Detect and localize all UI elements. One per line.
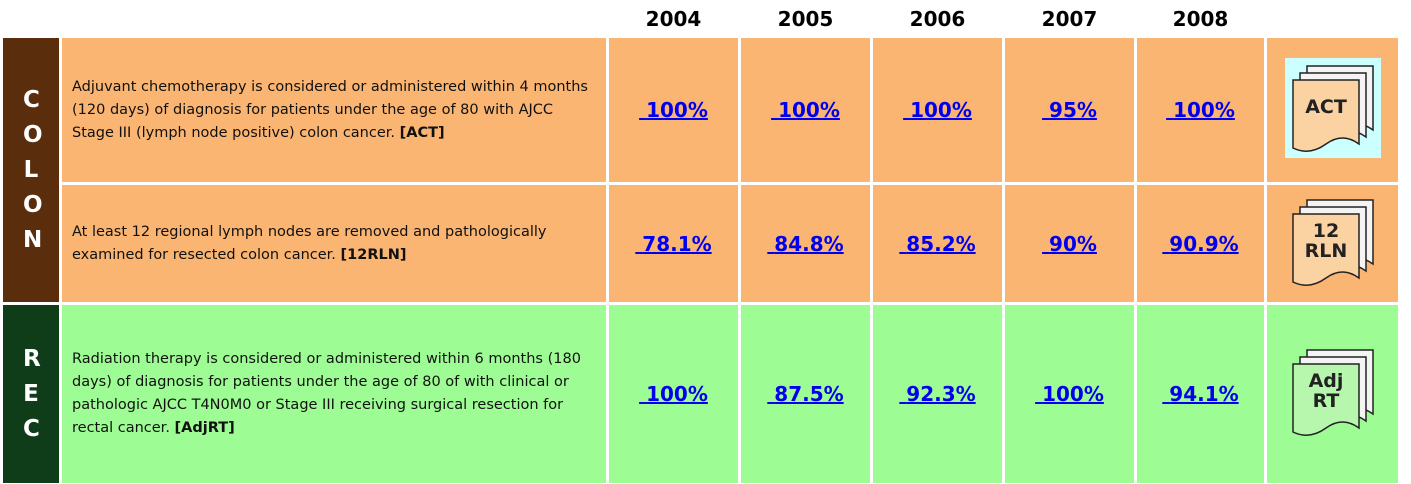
value-link[interactable]: 85.2% [899, 232, 975, 256]
description-line: Radiation therapy is considered or admin… [72, 351, 422, 367]
value-link[interactable]: 94.1% [1162, 382, 1238, 406]
year-header: 2004 [645, 7, 702, 31]
value-text: 92.3% [906, 382, 976, 406]
measure-row: REC Radiation therapy is considered or ad… [3, 305, 1398, 483]
group-label-cell: REC [3, 305, 59, 483]
value-cell: 100% [1005, 305, 1134, 483]
value-link[interactable]: 95% [1042, 98, 1097, 122]
value-link[interactable]: 100% [903, 98, 972, 122]
value-link[interactable]: 87.5% [767, 382, 843, 406]
value-text: 78.1% [642, 231, 712, 256]
description-line: At least 12 regional lymph nodes are rem… [72, 223, 441, 240]
description-line: AJCC Stage III (lymph node positive) col… [72, 101, 554, 141]
value-cell: 100% [609, 305, 738, 483]
value-text: 100% [646, 98, 708, 122]
group-label-cell: COLON [3, 38, 59, 302]
value-cell: 78.1% [609, 185, 738, 302]
description-line: diagnosis for patients under the age of … [173, 101, 514, 118]
value-link[interactable]: 100% [1166, 98, 1235, 122]
value-cell: 90.9% [1137, 185, 1264, 302]
value-cell: 92.3% [873, 305, 1002, 483]
description-cell: At least 12 regional lymph nodes are rem… [62, 185, 606, 302]
value-cell: 84.8% [741, 185, 870, 302]
value-cell: 100% [609, 38, 738, 182]
description-line: surgical resection for rectal cancer. [72, 397, 564, 436]
value-text: 95% [1049, 98, 1097, 122]
value-link[interactable]: 100% [1035, 382, 1104, 406]
value-link[interactable]: 100% [639, 98, 708, 122]
icon-page [1291, 212, 1360, 286]
icon-page [1291, 363, 1360, 436]
description-line: pathologic AJCC T4N0M0 or Stage III rece… [72, 397, 406, 413]
description-line: Adjuvant chemotherapy is considered or [72, 78, 367, 95]
value-text: 90% [1049, 231, 1097, 256]
value-cell: 87.5% [741, 305, 870, 483]
value-link[interactable]: 90.9% [1162, 232, 1238, 256]
value-text: 94.1% [1169, 382, 1239, 406]
value-text: 84.8% [774, 231, 844, 256]
group-label: COLON [23, 86, 43, 253]
value-cell: 100% [741, 38, 870, 182]
value-text: 100% [910, 98, 972, 122]
value-text: 90.9% [1169, 231, 1239, 256]
year-header: 2008 [1172, 7, 1229, 31]
icon-text: RT [1312, 390, 1339, 412]
value-link[interactable]: 84.8% [767, 232, 843, 256]
icon-cell: ACT [1267, 38, 1398, 182]
icon-text: Adj [1308, 370, 1343, 392]
description-line: administered within 4 months (120 days) … [72, 78, 588, 118]
value-cell: 100% [873, 38, 1002, 182]
icon-cell: Adj RT [1267, 305, 1398, 483]
description-line: patients under the age of 80 of with cli… [232, 374, 569, 390]
value-cell: 94.1% [1137, 305, 1264, 483]
value-text: 87.5% [774, 382, 844, 406]
icon-cell: 12 RLN [1267, 185, 1398, 302]
value-cell: 95% [1005, 38, 1134, 182]
value-text: 100% [1042, 382, 1104, 406]
measure-code: [AdjRT] [174, 420, 235, 436]
header-cell [1267, 3, 1398, 35]
year-header: 2006 [909, 7, 966, 31]
year-header: 2005 [777, 7, 834, 31]
value-link[interactable]: 78.1% [635, 232, 711, 256]
description-line: pathologically examined for resected col… [72, 223, 547, 263]
measure-code: [12RLN] [340, 246, 407, 263]
value-text: 100% [1173, 98, 1235, 122]
value-text: 100% [778, 98, 840, 122]
value-link[interactable]: 90% [1042, 232, 1097, 256]
measure-row: At least 12 regional lymph nodes are rem… [3, 185, 1398, 302]
value-link[interactable]: 92.3% [899, 382, 975, 406]
measure-row: COLON Adjuvant chemotherapy is considered… [3, 38, 1398, 302]
group-label: REC [23, 345, 41, 442]
icon-text: 12 [1312, 220, 1338, 242]
value-text: 100% [646, 382, 708, 406]
description-cell: Adjuvant chemotherapy is considered or a… [62, 38, 606, 182]
value-link[interactable]: 100% [639, 382, 708, 406]
header-row: 2004 2005 2006 2007 2008 [3, 3, 1398, 35]
icon-text: ACT [1305, 96, 1347, 118]
year-header: 2007 [1041, 7, 1098, 31]
measure-icon: ACT [1284, 58, 1381, 158]
measure-icon: AdjRT [1291, 349, 1374, 436]
value-link[interactable]: 100% [771, 98, 840, 122]
value-text: 85.2% [906, 231, 976, 256]
value-cell: 100% [1137, 38, 1264, 182]
icon-page [1291, 79, 1360, 152]
header-cell [3, 3, 59, 35]
header-cell [62, 3, 606, 35]
value-cell: 85.2% [873, 185, 1002, 302]
description-cell: Radiation therapy is considered or admin… [62, 305, 606, 483]
value-cell: 90% [1005, 185, 1134, 302]
table-body: 2004 2005 2006 2007 2008 COLON Adjuvant chemot… [3, 3, 1398, 483]
measure-icon: 12RLN [1291, 198, 1374, 286]
description-line: within 6 months (180 days) of diagnosis … [72, 351, 581, 390]
icon-text: RLN [1304, 240, 1347, 262]
measure-code: [ACT] [399, 124, 445, 141]
